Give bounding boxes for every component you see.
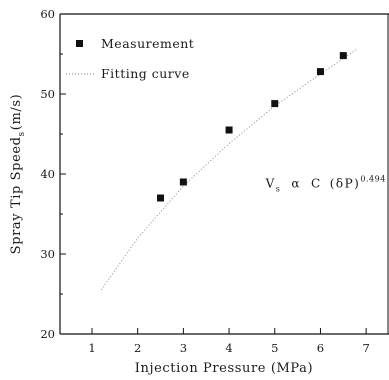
formula-exponent: 0.494 [360,175,385,184]
measurement-point [225,126,233,134]
x-tick-label: 5 [271,341,278,355]
formula-v: V [265,177,276,191]
y-axis-title-subscript: s [17,131,27,136]
x-tick-label: 4 [225,341,232,355]
y-axis-title-unit: (m/s) [9,94,24,131]
y-axis-title-main: Spray Tip Speed [9,136,24,254]
y-tick-label: 30 [40,247,55,261]
measurement-point [316,68,324,76]
legend-fitting-curve-label: Fitting curve [101,66,190,81]
y-axis-ticks: 20 30 40 50 60 [40,7,66,341]
y-axis-title: Spray Tip Speeds(m/s) [9,94,27,255]
formula-c: C [311,177,322,191]
fitting-formula-annotation: Vs α C (δP)0.494 [265,175,386,194]
measurement-point [271,100,279,108]
legend: Measurement Fitting curve [66,36,194,81]
formula-delta-p: (δP) [330,177,361,191]
x-tick-label: 6 [317,341,324,355]
y-tick-label: 20 [40,327,55,341]
formula-alpha: α [291,177,301,191]
legend-measurement-label: Measurement [101,36,194,51]
x-axis-ticks: 1 2 3 4 5 6 7 [88,328,370,355]
x-tick-label: 1 [88,341,95,355]
formula-v-subscript: s [276,185,282,194]
y-tick-label: 40 [40,167,55,181]
x-tick-label: 7 [362,341,369,355]
y-tick-label: 50 [40,87,55,101]
x-axis-title: Injection Pressure (MPa) [135,361,313,376]
x-tick-label: 2 [134,341,141,355]
measurement-point [339,52,347,60]
x-tick-label: 3 [180,341,187,355]
measurement-points [157,52,347,202]
measurement-point [157,194,165,202]
y-tick-label: 60 [40,7,55,21]
measurement-point [179,178,187,186]
legend-measurement-marker [76,40,83,47]
